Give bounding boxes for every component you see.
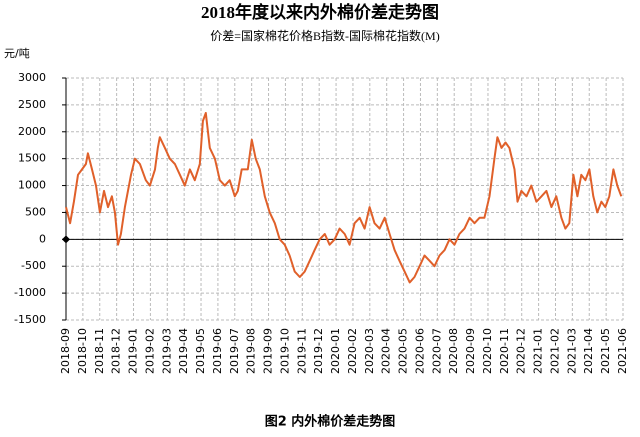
chart-title: 2018年度以来内外棉价差走势图: [201, 2, 439, 22]
x-tick-label: 2020-08: [447, 328, 460, 374]
x-tick-label: 2021-06: [616, 328, 629, 374]
y-axis-label: 元/吨: [4, 47, 30, 60]
x-tick-label: 2019-02: [143, 328, 156, 374]
y-tick-label: 2500: [18, 98, 46, 111]
x-tick-label: 2018-11: [93, 328, 106, 374]
x-tick-label: 2019-01: [127, 328, 140, 374]
x-tick-label: 2019-03: [160, 328, 173, 374]
x-tick-label: 2020-04: [380, 328, 393, 374]
y-tick-label: 3000: [18, 71, 46, 84]
x-tick-label: 2019-10: [278, 328, 291, 374]
x-tick-label: 2020-01: [329, 328, 342, 374]
y-tick-label: -1500: [14, 313, 46, 326]
x-tick-label: 2019-04: [177, 328, 190, 374]
x-tick-label: 2020-11: [498, 328, 511, 374]
x-tick-label: 2020-12: [515, 328, 528, 374]
x-tick-label: 2020-02: [346, 328, 359, 374]
x-tick-label: 2019-12: [312, 328, 325, 374]
series-line: [65, 112, 623, 284]
y-tick-label: 2000: [18, 125, 46, 138]
x-tick-label: 2019-08: [245, 328, 258, 374]
y-tick-label: -1000: [14, 286, 46, 299]
x-tick-label: 2020-09: [464, 328, 477, 374]
x-tick-label: 2021-01: [532, 328, 545, 374]
x-tick-label: 2019-11: [295, 328, 308, 374]
x-tick-label: 2020-06: [413, 328, 426, 374]
x-tick-label: 2021-04: [582, 328, 595, 374]
x-tick-label: 2019-09: [262, 328, 275, 374]
caption: 图2 内外棉价差走势图: [265, 414, 396, 430]
y-tick-label: -500: [21, 259, 46, 272]
x-tick-label: 2018-09: [59, 328, 72, 374]
y-tick-label: 1500: [18, 152, 46, 165]
zero-marker: [62, 235, 70, 244]
x-tick-label: 2019-07: [228, 328, 241, 374]
x-tick-label: 2021-03: [565, 328, 578, 374]
x-tick-label: 2020-07: [430, 328, 443, 374]
x-tick-label: 2020-03: [363, 328, 376, 374]
y-tick-label: 0: [39, 232, 46, 245]
x-tick-label: 2018-12: [110, 328, 123, 374]
y-tick-label: 1000: [18, 179, 46, 192]
x-tick-label: 2020-10: [481, 328, 494, 374]
y-tick-label: 500: [25, 205, 46, 218]
x-tick-label: 2021-02: [548, 328, 561, 374]
x-tick-label: 2021-05: [599, 328, 612, 374]
x-tick-label: 2020-05: [397, 328, 410, 374]
chart-subtitle: 价差=国家棉花价格B指数-国际棉花指数(M): [210, 28, 439, 43]
x-tick-label: 2019-06: [211, 328, 224, 374]
x-tick-label: 2018-10: [76, 328, 89, 374]
x-tick-label: 2019-05: [194, 328, 207, 374]
